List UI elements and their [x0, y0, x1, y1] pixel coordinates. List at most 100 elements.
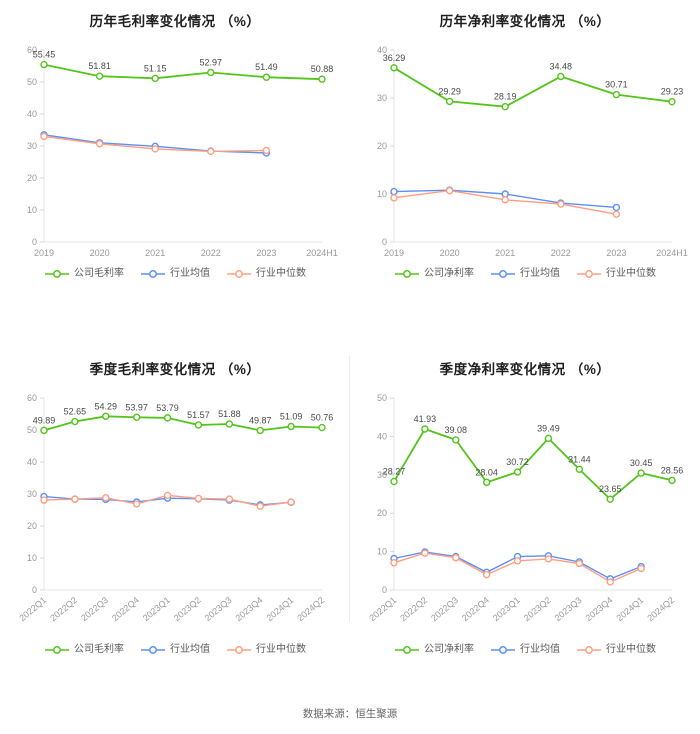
svg-text:2022Q2: 2022Q2	[398, 595, 429, 623]
svg-text:2023Q3: 2023Q3	[203, 595, 234, 623]
chart-quarterly-net-margin: 季度净利率变化情况 （%） 0 10 20 30 40 50 2022Q1 2022Q2 202…	[350, 348, 700, 698]
svg-text:20: 20	[27, 173, 37, 183]
svg-text:54.29: 54.29	[95, 401, 118, 411]
legend-item-公司净利率[interactable]: 公司净利率	[394, 269, 474, 279]
svg-text:40: 40	[377, 431, 387, 441]
svg-text:2022Q4: 2022Q4	[110, 595, 141, 623]
svg-text:2022Q1: 2022Q1	[17, 595, 48, 623]
svg-text:0: 0	[382, 585, 387, 595]
svg-text:49.87: 49.87	[249, 415, 272, 425]
chart-plot-area: 0 10 20 30 40 2019 2020 2021 2022 2023 2024H1 36.29…	[377, 45, 688, 258]
legend-label: 行业均值	[520, 268, 560, 279]
svg-text:28.19: 28.19	[494, 92, 517, 102]
svg-text:51.09: 51.09	[280, 412, 303, 422]
legend-label: 公司毛利率	[74, 268, 124, 279]
svg-text:29.23: 29.23	[661, 87, 684, 97]
quarterly-net-margin-line-chart: 0 10 20 30 40 50 2022Q1 2022Q2 2022Q3 2022Q4 2023Q…	[356, 380, 694, 642]
legend-item-公司毛利率[interactable]: 公司毛利率	[44, 645, 124, 655]
legend-label: 行业中位数	[606, 644, 656, 655]
svg-text:50: 50	[27, 425, 37, 435]
svg-text:28.27: 28.27	[383, 466, 406, 476]
chart-annual-net-margin: 历年净利率变化情况 （%） 0 10 20 30 40 2019 2020 2021 2022 2…	[350, 0, 700, 348]
svg-text:0: 0	[382, 237, 387, 247]
svg-text:10: 10	[377, 189, 387, 199]
svg-text:50.88: 50.88	[311, 64, 334, 74]
legend-line-marker-icon	[45, 646, 69, 654]
svg-text:2022Q4: 2022Q4	[460, 595, 491, 623]
svg-text:30: 30	[27, 141, 37, 151]
svg-text:39.49: 39.49	[537, 423, 560, 433]
svg-text:30.72: 30.72	[506, 457, 529, 467]
legend-line-marker-icon	[141, 270, 165, 278]
svg-text:39.08: 39.08	[445, 425, 468, 435]
legend-line-marker-icon	[491, 270, 515, 278]
svg-text:51.49: 51.49	[255, 62, 278, 72]
chart-legend: 公司毛利率 行业均值 行业中位数	[44, 269, 306, 279]
legend-item-行业均值[interactable]: 行业均值	[140, 645, 210, 655]
svg-text:2022Q3: 2022Q3	[79, 595, 110, 623]
legend-label: 行业中位数	[256, 268, 306, 279]
legend-item-行业均值[interactable]: 行业均值	[140, 269, 210, 279]
svg-text:53.79: 53.79	[156, 403, 179, 413]
chart-legend: 公司净利率 行业均值 行业中位数	[394, 645, 656, 655]
svg-text:34.48: 34.48	[550, 61, 573, 71]
legend-item-行业中位数[interactable]: 行业中位数	[226, 645, 306, 655]
svg-text:2024Q2: 2024Q2	[645, 595, 676, 623]
svg-text:50: 50	[377, 393, 387, 403]
chart-legend: 公司净利率 行业均值 行业中位数	[394, 269, 656, 279]
svg-text:10: 10	[27, 553, 37, 563]
svg-text:60: 60	[27, 45, 37, 55]
svg-text:51.88: 51.88	[218, 409, 241, 419]
svg-text:51.15: 51.15	[144, 63, 167, 73]
legend-item-行业中位数[interactable]: 行业中位数	[576, 645, 656, 655]
legend-line-marker-icon	[45, 270, 69, 278]
svg-text:20: 20	[27, 521, 37, 531]
legend-item-行业均值[interactable]: 行业均值	[490, 269, 560, 279]
svg-text:40: 40	[27, 109, 37, 119]
chart-legend: 公司毛利率 行业均值 行业中位数	[44, 645, 306, 655]
svg-text:2019: 2019	[34, 248, 54, 258]
svg-text:2023: 2023	[256, 248, 276, 258]
svg-text:50.76: 50.76	[311, 413, 334, 423]
legend-line-marker-icon	[491, 646, 515, 654]
svg-text:2023: 2023	[606, 248, 626, 258]
svg-text:41.93: 41.93	[414, 414, 437, 424]
annual-net-margin-line-chart: 0 10 20 30 40 2019 2020 2021 2022 2023 2024H1 36.29…	[356, 32, 694, 266]
svg-text:30: 30	[377, 93, 387, 103]
legend-item-行业中位数[interactable]: 行业中位数	[576, 269, 656, 279]
svg-text:52.97: 52.97	[200, 57, 223, 67]
svg-text:10: 10	[27, 205, 37, 215]
svg-text:2020: 2020	[440, 248, 460, 258]
legend-line-marker-icon	[141, 646, 165, 654]
svg-text:2023Q1: 2023Q1	[141, 595, 172, 623]
svg-text:40: 40	[377, 45, 387, 55]
svg-text:2024Q1: 2024Q1	[614, 595, 645, 623]
svg-text:10: 10	[377, 547, 387, 557]
svg-text:2023Q2: 2023Q2	[172, 595, 203, 623]
svg-text:20: 20	[377, 141, 387, 151]
chart-annual-gross-margin: 历年毛利率变化情况 （%） 0 10 20 30 40 50 60 2019 2020 2021 2…	[0, 0, 350, 348]
data-source: 数据来源：恒生聚源	[302, 708, 398, 720]
chart-title: 季度净利率变化情况 （%）	[439, 362, 611, 377]
svg-text:28.56: 28.56	[661, 465, 684, 475]
legend-line-marker-icon	[577, 270, 601, 278]
svg-text:0: 0	[32, 585, 37, 595]
svg-text:2022: 2022	[201, 248, 221, 258]
legend-label: 行业均值	[170, 644, 210, 655]
svg-text:36.29: 36.29	[383, 53, 406, 63]
svg-text:51.81: 51.81	[88, 61, 111, 71]
legend-item-公司毛利率[interactable]: 公司毛利率	[44, 269, 124, 279]
legend-item-行业中位数[interactable]: 行业中位数	[226, 269, 306, 279]
svg-text:2022Q3: 2022Q3	[429, 595, 460, 623]
svg-text:30: 30	[377, 470, 387, 480]
svg-text:23.65: 23.65	[599, 484, 622, 494]
legend-label: 行业均值	[520, 644, 560, 655]
svg-text:2024H1: 2024H1	[306, 248, 338, 258]
svg-text:2021: 2021	[145, 248, 165, 258]
svg-text:29.29: 29.29	[438, 86, 461, 96]
legend-line-marker-icon	[227, 270, 251, 278]
svg-text:2024Q1: 2024Q1	[264, 595, 295, 623]
legend-item-行业均值[interactable]: 行业均值	[490, 645, 560, 655]
legend-item-公司净利率[interactable]: 公司净利率	[394, 645, 474, 655]
